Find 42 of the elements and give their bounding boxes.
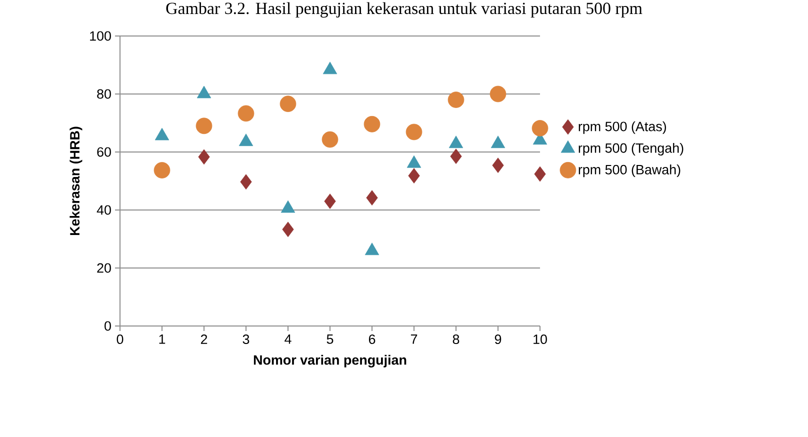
y-tick-label: 20 (97, 263, 111, 273)
x-tick-label: 6 (368, 334, 376, 344)
x-tick-label: 3 (242, 334, 250, 344)
point (534, 166, 546, 182)
point (196, 118, 212, 134)
point (366, 190, 378, 206)
x-tick-label: 8 (452, 334, 460, 344)
legend-label: rpm 500 (Bawah) (578, 164, 680, 178)
point (154, 162, 170, 178)
chart-title: Gambar 3.2. Hasil pengujian kekerasan untuk variasi putaran 500 rpm (166, 2, 642, 18)
point (238, 105, 254, 122)
point (406, 124, 422, 140)
y-tick-label: 40 (96, 205, 111, 215)
y-tick-label: 0 (104, 321, 111, 331)
y-tick-label: 80 (97, 89, 111, 99)
x-tick-label: 9 (494, 334, 502, 344)
point (282, 222, 294, 238)
point (280, 96, 296, 112)
point (532, 120, 548, 136)
x-tick-label: 10 (534, 334, 547, 344)
y-tick-label: 60 (97, 147, 111, 157)
x-axis-title: Nomor varian pengujian (254, 354, 406, 368)
x-tick-label: 0 (116, 334, 124, 344)
point (364, 116, 380, 132)
x-tick-label: 2 (200, 334, 208, 344)
point (408, 168, 420, 184)
point (448, 92, 464, 108)
legend-label: rpm 500 (Tengah) (578, 142, 684, 156)
x-tick-label: 7 (410, 334, 418, 344)
point (240, 174, 252, 190)
x-tick-label: 1 (159, 334, 166, 344)
y-axis-title: Kekerasan (HRB) (70, 126, 82, 236)
point (492, 158, 504, 173)
x-tick-label: 4 (284, 334, 292, 344)
legend-label: rpm 500 (Atas) (578, 121, 666, 134)
x-tick-label: 5 (326, 334, 334, 344)
y-tick-label: 100 (90, 31, 111, 41)
point (198, 149, 210, 165)
point (324, 194, 336, 209)
point (450, 148, 462, 164)
point (322, 131, 338, 148)
point (490, 86, 506, 102)
